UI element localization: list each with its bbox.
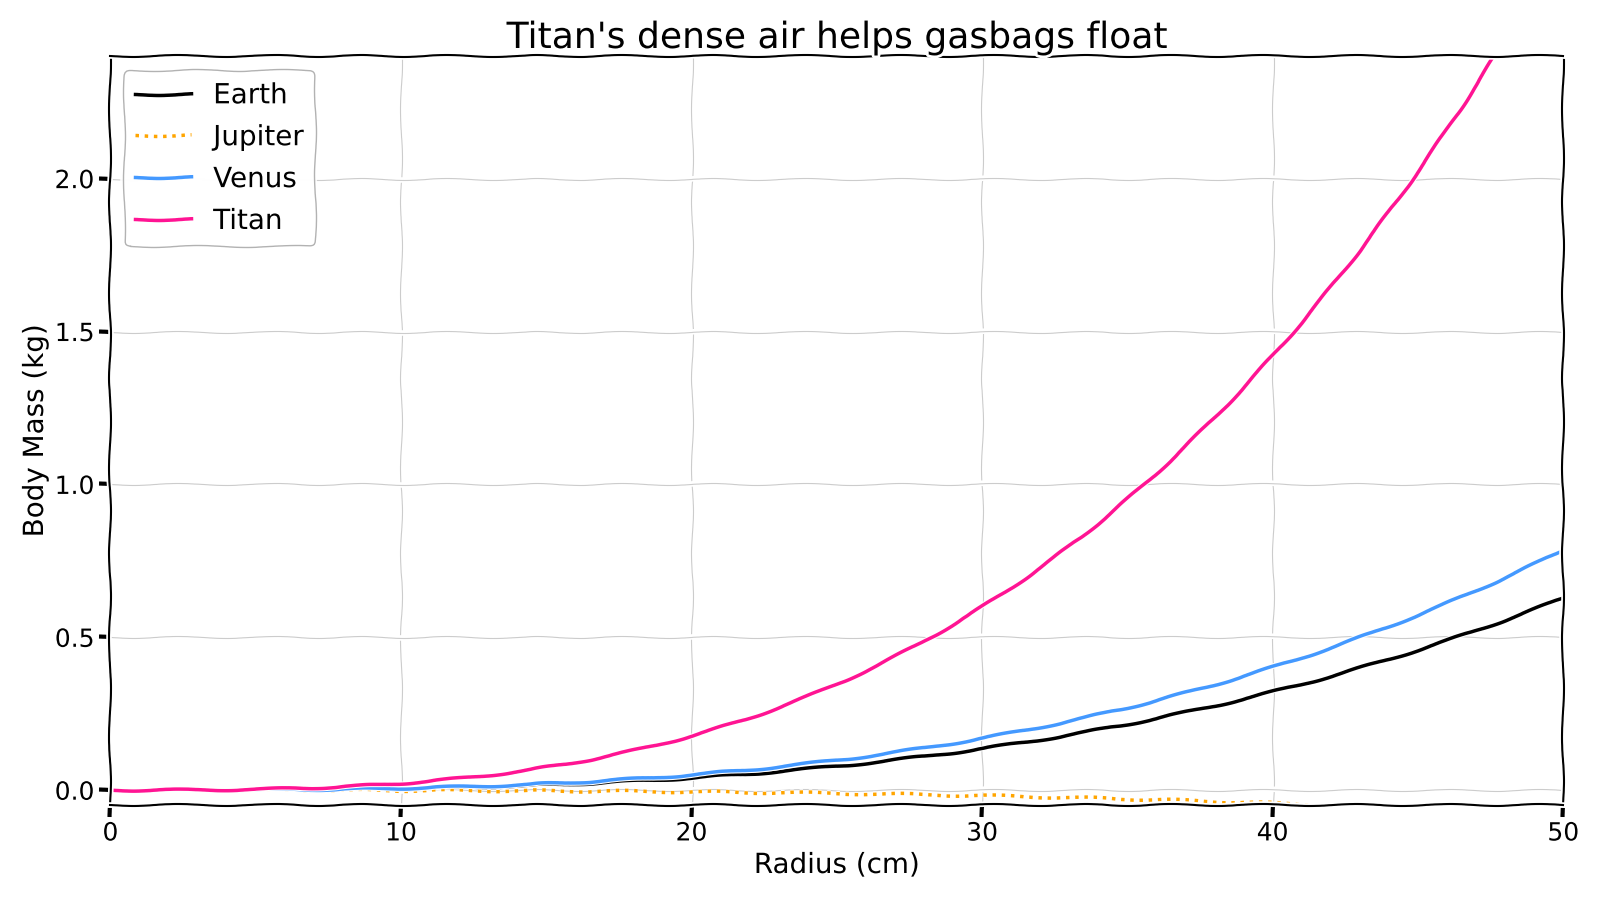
Venus	[101, 785, 120, 796]
Earth	[886, 754, 906, 765]
Jupiter	[790, 788, 810, 798]
Jupiter	[1291, 799, 1310, 810]
Legend: Earth, Jupiter, Venus, Titan: Earth, Jupiter, Venus, Titan	[125, 70, 315, 246]
X-axis label: Radius (cm): Radius (cm)	[754, 851, 920, 879]
Jupiter	[965, 790, 984, 801]
Titan	[1518, 0, 1538, 7]
Earth	[965, 744, 984, 755]
Venus	[1554, 544, 1573, 555]
Titan	[790, 694, 810, 705]
Venus	[1291, 652, 1310, 663]
Venus	[800, 758, 819, 769]
Venus	[1518, 562, 1538, 572]
Line: Jupiter: Jupiter	[110, 790, 1563, 815]
Earth	[1554, 593, 1573, 604]
Titan	[800, 690, 819, 701]
Venus	[790, 759, 810, 769]
Jupiter	[800, 788, 819, 798]
Line: Titan: Titan	[110, 0, 1563, 790]
Titan	[1291, 318, 1310, 328]
Earth	[1518, 607, 1538, 617]
Jupiter	[101, 785, 120, 796]
Titan	[965, 606, 984, 616]
Title: Titan's dense air helps gasbags float: Titan's dense air helps gasbags float	[507, 21, 1166, 55]
Jupiter	[886, 788, 906, 799]
Earth	[790, 764, 810, 775]
Earth	[800, 763, 819, 774]
Titan	[886, 651, 906, 661]
Y-axis label: Body Mass (kg): Body Mass (kg)	[21, 325, 50, 537]
Line: Earth: Earth	[110, 598, 1563, 790]
Titan	[101, 785, 120, 796]
Jupiter	[1554, 810, 1573, 821]
Line: Venus: Venus	[110, 550, 1563, 790]
Venus	[965, 734, 984, 745]
Venus	[886, 747, 906, 758]
Jupiter	[1518, 808, 1538, 819]
Earth	[1291, 679, 1310, 689]
Earth	[101, 785, 120, 796]
